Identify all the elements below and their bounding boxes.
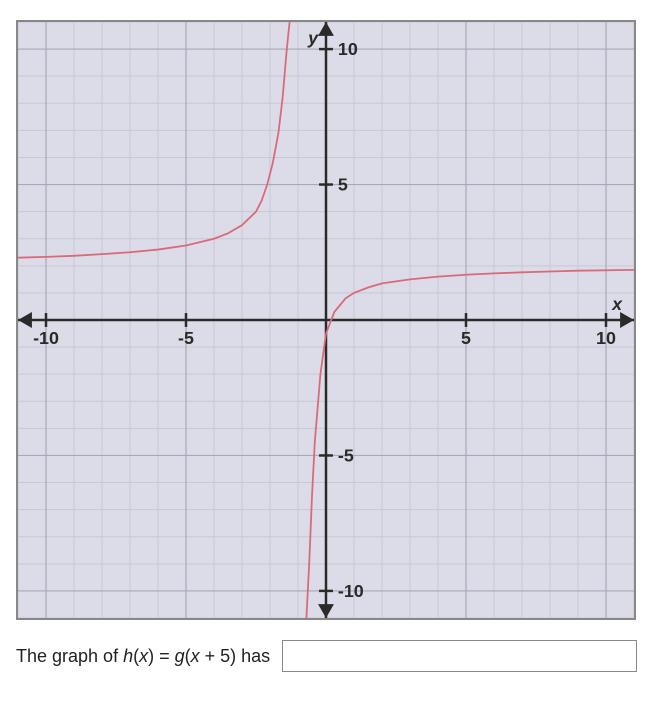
svg-text:10: 10 (338, 39, 358, 59)
chart-container: -10 -5 5 10 -10 -5 5 10 y x (16, 20, 636, 620)
svg-text:y: y (307, 28, 319, 48)
svg-text:-10: -10 (33, 328, 59, 348)
expr-g: g (175, 646, 185, 666)
expr-x2: x (191, 646, 200, 666)
svg-text:x: x (611, 294, 623, 314)
expr-h: h (123, 646, 133, 666)
chart-svg: -10 -5 5 10 -10 -5 5 10 y x (18, 22, 634, 618)
question-prefix: The graph of (16, 646, 123, 666)
question-row: The graph of h(x) = g(x + 5) has (0, 630, 653, 682)
svg-text:-5: -5 (178, 328, 194, 348)
svg-text:-10: -10 (338, 581, 364, 601)
svg-text:5: 5 (338, 175, 348, 195)
svg-text:10: 10 (596, 328, 616, 348)
answer-input[interactable] (282, 640, 637, 672)
svg-text:-5: -5 (338, 445, 354, 465)
expr-x1: x (139, 646, 148, 666)
question-text: The graph of h(x) = g(x + 5) has (16, 646, 270, 667)
svg-text:5: 5 (461, 328, 471, 348)
